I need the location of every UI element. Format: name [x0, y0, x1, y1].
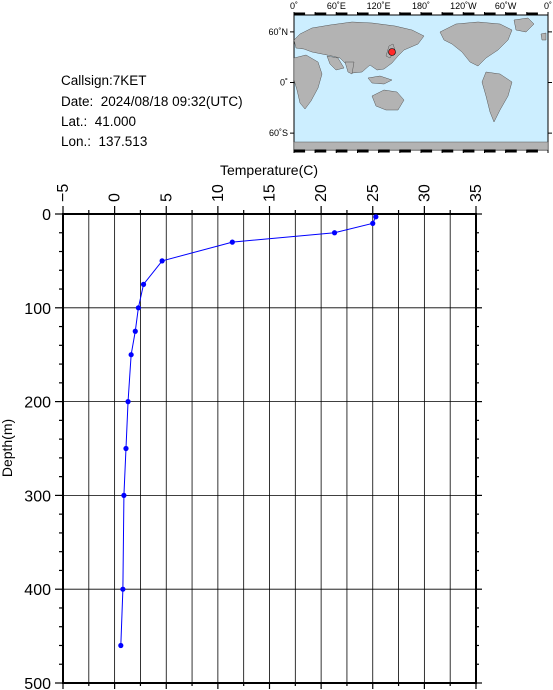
data-point — [123, 445, 129, 452]
x-tick-label: 5 — [158, 193, 175, 202]
map-frame-segment — [462, 149, 475, 153]
data-point — [132, 328, 138, 334]
longitude-text: Lon.: 137.513 — [61, 134, 148, 149]
map-frame-segment — [420, 12, 433, 16]
map-frame-segment — [420, 149, 433, 153]
world-map: 0˚ 60˚E 120˚E 180˚ 120˚W 60˚W 0˚ 60˚N 0˚ 60˚S — [268, 1, 552, 153]
y-tick-label: 300 — [24, 488, 51, 505]
x-tick-label: 15 — [262, 184, 279, 202]
map-longitude-labels: 0˚ 60˚E 120˚E 180˚ 120˚W 60˚W 0˚ — [290, 1, 552, 11]
map-frame-segment — [378, 12, 390, 16]
map-frame-segment — [526, 149, 538, 153]
y-tick-label: 500 — [24, 676, 51, 690]
x-tick-label: 35 — [468, 184, 485, 202]
x-tick-label: 25 — [365, 184, 382, 202]
map-frame-segment — [526, 12, 538, 16]
map-frame-segment — [335, 12, 348, 16]
map-frame-segment — [293, 149, 306, 153]
y-tick-label: 400 — [24, 582, 51, 599]
y-axis-tick-labels: 0 100 200 300 400 500 — [24, 207, 51, 690]
map-frame-segment — [399, 12, 411, 16]
map-frame-segment — [399, 149, 411, 153]
x-tick-label: −5 — [55, 184, 72, 202]
data-point — [135, 305, 141, 311]
plot-frame — [62, 213, 477, 684]
map-frame-segment — [314, 149, 327, 153]
date-text: Date: 2024/08/18 09:32(UTC) — [61, 94, 243, 109]
map-land — [293, 17, 549, 151]
map-latitude-labels: 60˚N 0˚ 60˚S — [268, 27, 288, 138]
map-lon-label: 60˚W — [495, 1, 517, 11]
latitude-text: Lat.: 41.000 — [61, 114, 137, 129]
data-point — [125, 399, 131, 405]
y-axis-ticks — [55, 213, 482, 684]
map-lat-label: 60˚S — [269, 128, 288, 138]
map-frame-segment — [314, 12, 327, 16]
chart-grid — [62, 213, 477, 684]
data-point — [118, 642, 124, 649]
x-tick-label: 0 — [107, 193, 124, 202]
map-frame-segment — [441, 12, 454, 16]
map-frame-segment — [484, 149, 496, 153]
map-frame-segment — [484, 12, 496, 16]
map-frame-segment — [357, 149, 369, 153]
map-lon-label: 60˚E — [327, 1, 346, 11]
map-lon-label: 180˚ — [412, 1, 430, 11]
series-line — [120, 216, 377, 646]
y-axis-label: Depth(m) — [0, 419, 15, 477]
map-lon-label: 120˚W — [450, 1, 477, 11]
callsign-text: Callsign:7KET — [61, 73, 147, 88]
x-axis-tick-labels: −5 0 5 10 15 20 25 30 35 — [55, 184, 485, 202]
map-frame-segment — [462, 12, 475, 16]
x-tick-label: 20 — [313, 184, 330, 202]
data-point — [373, 214, 379, 220]
y-tick-label: 200 — [24, 395, 51, 412]
map-frame-segment — [293, 12, 306, 16]
x-tick-label: 10 — [210, 184, 227, 202]
x-axis-label: Temperature(C) — [220, 162, 318, 178]
map-lon-label: 120˚E — [367, 1, 391, 11]
map-frame-segment — [357, 12, 369, 16]
x-tick-label: 30 — [416, 184, 433, 202]
series-temperature — [118, 214, 379, 649]
data-point — [120, 586, 126, 592]
map-lon-label: 0˚ — [290, 1, 298, 11]
data-point — [121, 492, 127, 498]
map-frame-ticks — [290, 12, 552, 153]
map-lon-label: 0˚ — [544, 1, 552, 11]
map-frame-segment — [335, 149, 348, 153]
data-point — [159, 258, 165, 264]
map-lat-label: 60˚N — [268, 27, 288, 37]
station-marker — [388, 48, 396, 56]
y-tick-label: 0 — [42, 207, 51, 224]
map-lat-label: 0˚ — [280, 78, 288, 88]
map-frame-segment — [441, 149, 454, 153]
map-frame-segment — [378, 149, 390, 153]
data-point — [128, 352, 134, 358]
data-point — [331, 230, 338, 236]
map-frame-segment — [505, 12, 517, 16]
data-point — [140, 281, 147, 287]
data-point — [370, 220, 376, 226]
map-frame-segment — [505, 149, 517, 153]
x-axis-ticks — [62, 206, 477, 689]
y-tick-label: 100 — [24, 301, 51, 318]
data-point — [229, 239, 235, 245]
